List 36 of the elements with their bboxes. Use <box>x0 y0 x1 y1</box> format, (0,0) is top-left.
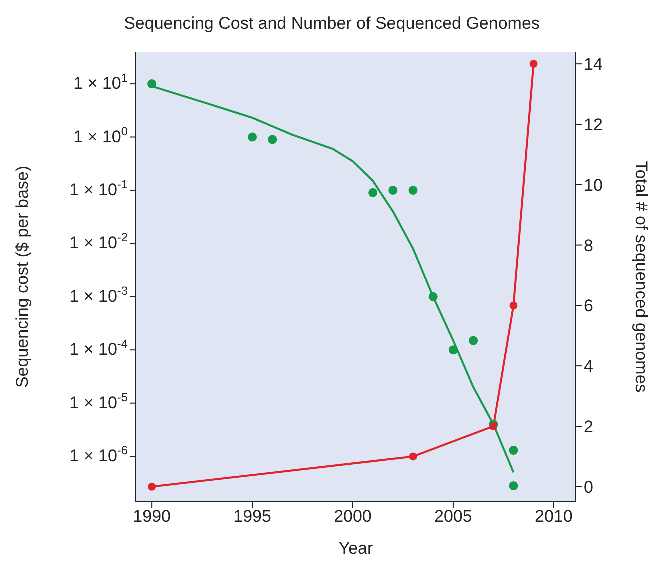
x-tick-label: 2000 <box>334 507 372 526</box>
point <box>509 481 518 490</box>
point <box>268 135 278 144</box>
x-tick-label: 2005 <box>434 507 472 526</box>
x-tick-label: 2010 <box>534 507 573 526</box>
point <box>148 80 157 89</box>
y2-tick-label: 6 <box>584 296 594 316</box>
y2-tick-label: 8 <box>584 236 594 256</box>
y2-tick-label: 10 <box>584 176 603 195</box>
point <box>388 186 398 195</box>
x-axis-title: Year <box>338 539 374 558</box>
point <box>248 132 258 142</box>
point <box>509 446 518 455</box>
y-tick-label: 1 × 10$^{-3}$ <box>70 284 128 306</box>
x-tick-label: 1995 <box>234 507 272 526</box>
x-tick-label: 1990 <box>133 507 171 526</box>
point <box>469 336 478 346</box>
y2-tick-label: 14 <box>584 55 603 74</box>
y2-axis-title: Total # of sequenced genomes <box>632 161 651 393</box>
chart-title: Sequencing Cost and Number of Sequenced Genomes <box>123 13 541 35</box>
y2-tick-label: 0 <box>584 478 594 497</box>
y-tick-label: 1 × 10$^{-2}$ <box>70 230 128 253</box>
y-tick-label: 1 × 10$^{1}$ <box>74 71 128 94</box>
point <box>448 346 458 355</box>
y-tick-label: 1 × 10$^{-4}$ <box>70 337 128 360</box>
y2-tick-label: 4 <box>584 357 594 376</box>
y-tick-label: 1 × 10$^{-6}$ <box>70 444 128 466</box>
point <box>368 188 378 198</box>
y-tick-label: 1 × 10$^{-1}$ <box>70 177 128 200</box>
y-axis-title: Sequencing cost ($ per base) <box>13 166 32 388</box>
y-tick-label: 1 × 10$^{-5}$ <box>70 390 128 412</box>
point <box>408 186 418 195</box>
y-tick-label: 1 × 10$^{0}$ <box>74 124 128 146</box>
y2-tick-label: 12 <box>584 116 603 135</box>
point <box>428 292 438 302</box>
y2-tick-label: 2 <box>584 418 594 437</box>
